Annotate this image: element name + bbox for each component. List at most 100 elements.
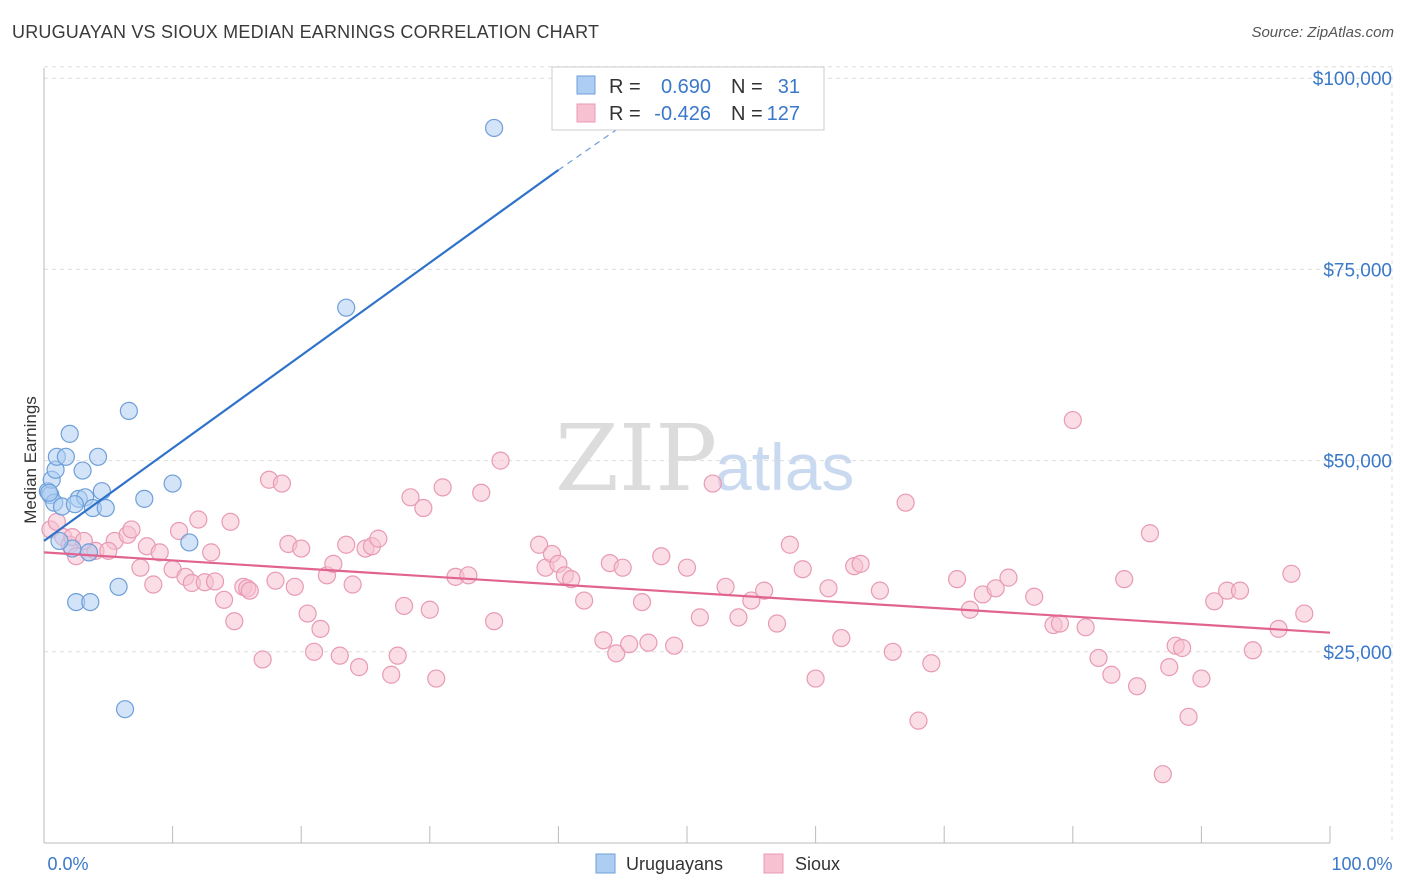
sioux-point — [883, 642, 902, 661]
bottom-legend-uruguayans: Uruguayans — [626, 854, 723, 874]
uruguayan-point — [337, 298, 356, 317]
sioux-point — [343, 575, 362, 594]
y-tick-label: $25,000 — [1323, 643, 1392, 664]
y-axis-title: Median Earnings — [21, 396, 40, 524]
sioux-point — [639, 633, 658, 652]
sioux-point — [304, 642, 324, 661]
x-ticks — [43, 826, 1331, 843]
sioux-point — [922, 654, 941, 673]
sioux-point — [1230, 581, 1250, 600]
uruguayan-points — [38, 118, 504, 719]
sioux-point — [806, 669, 825, 688]
uruguayan-point — [92, 482, 111, 501]
legend-n-label-2: N = — [731, 103, 763, 125]
sioux-point — [767, 614, 787, 633]
sioux-point — [1050, 614, 1070, 633]
sioux-point — [382, 665, 401, 684]
sioux-point — [1153, 765, 1172, 784]
legend-box — [551, 66, 825, 131]
sioux-point — [986, 579, 1005, 598]
sioux-point — [1295, 604, 1314, 623]
uruguayan-point — [40, 483, 59, 502]
sioux-point — [1192, 669, 1211, 688]
y-tick-label: $100,000 — [1313, 69, 1392, 90]
sioux-point — [272, 474, 292, 493]
x-tick-label-min: 0.0% — [47, 854, 88, 874]
uruguayan-point — [180, 533, 199, 552]
uruguayan-point — [119, 401, 138, 421]
sioux-point — [607, 644, 626, 663]
legend-n-value-1: 31 — [778, 76, 800, 98]
sioux-point — [420, 600, 439, 619]
sioux-point — [1179, 707, 1198, 726]
sioux-point — [562, 570, 581, 589]
legend-swatch-uruguayans — [576, 75, 596, 95]
sioux-point — [1173, 638, 1192, 658]
sioux-point — [122, 520, 141, 539]
sioux-point — [394, 596, 414, 616]
sioux-point — [819, 579, 838, 598]
sioux-point — [1089, 648, 1108, 668]
sioux-point — [1160, 658, 1179, 677]
uruguayan-point — [96, 498, 115, 518]
sioux-point — [665, 636, 684, 655]
legend-r-value-2: -0.426 — [654, 103, 711, 125]
sioux-point — [472, 483, 491, 502]
chart-title: URUGUAYAN VS SIOUX MEDIAN EARNINGS CORRE… — [12, 22, 600, 42]
y-tick-labels: $25,000 $50,000 $75,000 $100,000 — [1313, 69, 1392, 664]
sioux-point — [620, 635, 639, 654]
uruguayan-point — [115, 700, 135, 719]
sioux-point — [221, 512, 240, 531]
sioux-point — [1282, 564, 1301, 583]
sioux-point — [832, 628, 851, 648]
sioux-point — [240, 581, 259, 600]
sioux-point — [1025, 587, 1044, 606]
sioux-point — [414, 498, 433, 518]
y-tick-label: $75,000 — [1323, 260, 1392, 281]
sioux-point — [298, 604, 317, 623]
sioux-point — [401, 488, 420, 507]
source-credit: Source: ZipAtlas.com — [1251, 24, 1394, 41]
sioux-point — [485, 612, 504, 631]
sioux-point — [1140, 524, 1160, 543]
bottom-legend-sioux: Sioux — [795, 854, 840, 874]
sioux-point — [1115, 570, 1134, 589]
sioux-point — [999, 568, 1018, 587]
sioux-point — [285, 577, 304, 596]
sioux-point — [575, 591, 594, 610]
sioux-point — [202, 543, 221, 562]
sioux-point — [613, 558, 632, 577]
x-tick-label-max: 100.0% — [1331, 854, 1392, 874]
sioux-point — [870, 581, 890, 600]
sioux-point — [427, 669, 446, 688]
sioux-point — [253, 650, 272, 669]
sioux-point — [131, 558, 150, 577]
legend-swatch-sioux — [576, 103, 596, 123]
sioux-point — [433, 478, 452, 497]
legend-r-value-1: 0.690 — [661, 76, 711, 98]
uruguayan-point — [56, 447, 75, 466]
sioux-point — [851, 554, 870, 573]
y-tick-label: $50,000 — [1323, 452, 1392, 473]
legend-r-label-1: R = — [609, 76, 641, 98]
uruguayan-point — [50, 531, 69, 551]
sioux-point — [189, 510, 208, 529]
uruguayan-point — [65, 495, 84, 514]
uruguayan-point — [163, 474, 182, 493]
sioux-point — [292, 539, 311, 558]
sioux-point — [594, 631, 613, 650]
sioux-point — [1076, 618, 1095, 637]
sioux-point — [729, 608, 748, 627]
sioux-point — [459, 566, 478, 585]
sioux-point — [266, 571, 285, 590]
watermark-zip: ZIP — [555, 405, 717, 512]
sioux-point — [755, 581, 774, 600]
grid — [44, 66, 1393, 843]
sioux-point — [144, 575, 163, 594]
sioux-point — [947, 570, 967, 589]
sioux-point — [1243, 641, 1262, 660]
uruguayan-point — [485, 118, 504, 138]
sioux-point — [491, 451, 510, 470]
uruguayan-point — [88, 447, 108, 466]
sioux-point — [1127, 677, 1147, 696]
